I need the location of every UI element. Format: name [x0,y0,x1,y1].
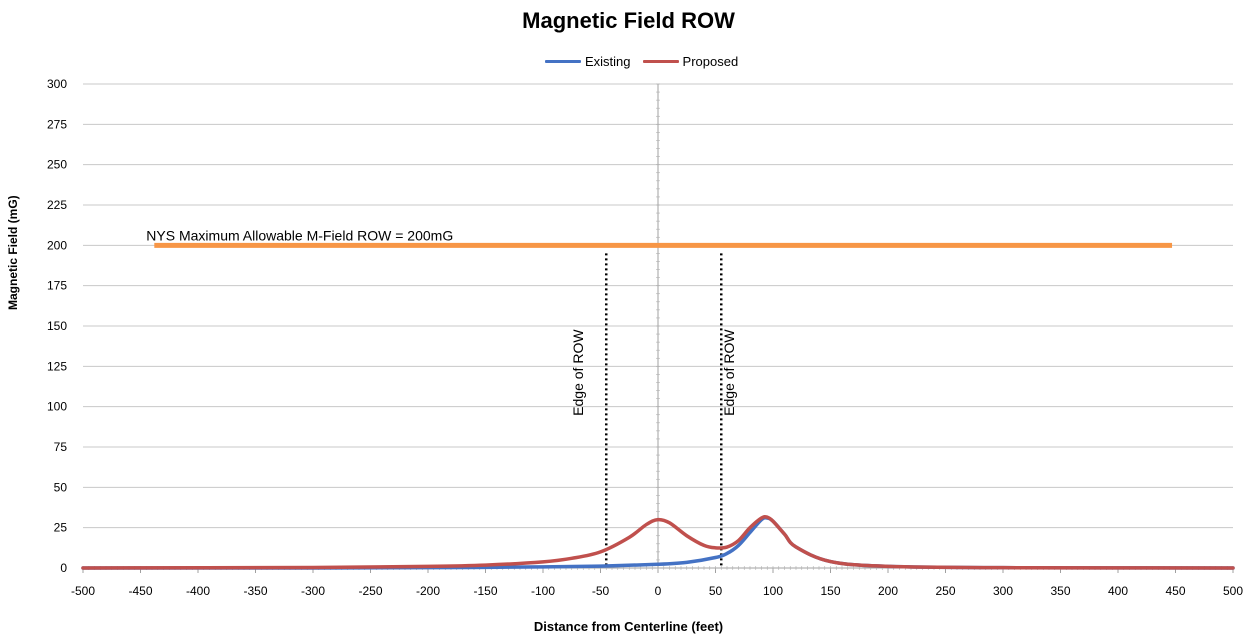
legend-label-existing: Existing [585,54,631,69]
row-edge-right-label: Edge of ROW [721,329,737,416]
y-tick-label: 25 [54,521,68,535]
x-tick-label: -100 [531,584,555,598]
legend-swatch-proposed [642,60,679,63]
x-tick-label: -250 [358,584,382,598]
series-line-proposed [81,514,1235,570]
legend-swatch-existing [545,60,581,63]
legend-item-proposed: Proposed [642,54,739,69]
y-tick-label: 300 [47,77,67,91]
legend-item-existing: Existing [545,54,631,69]
x-tick-label: -450 [128,584,152,598]
limit-line-label: NYS Maximum Allowable M-Field ROW = 200m… [146,227,453,243]
x-tick-label: -500 [71,584,95,598]
x-tick-label: 500 [1223,584,1243,598]
x-tick-label: 300 [993,584,1013,598]
x-tick-label: 0 [655,584,662,598]
x-tick-label: 450 [1165,584,1185,598]
x-tick-label: 200 [878,584,898,598]
y-tick-label: 50 [54,480,68,494]
y-tick-label: 150 [47,319,67,333]
x-tick-label: 150 [820,584,840,598]
x-tick-label: 50 [709,584,723,598]
x-tick-label: -350 [243,584,267,598]
x-tick-label: 100 [763,584,783,598]
y-tick-label: 75 [54,440,68,454]
y-tick-label: 125 [47,359,67,373]
y-tick-label: 175 [47,279,67,293]
y-tick-label: 250 [47,158,67,172]
y-tick-label: 225 [47,198,67,212]
x-tick-label: -400 [186,584,210,598]
x-tick-label: -300 [301,584,325,598]
row-edge-left-label: Edge of ROW [570,329,586,416]
chart-title: Magnetic Field ROW [522,8,735,33]
y-tick-label: 275 [47,117,67,131]
legend-label-proposed: Proposed [682,54,739,69]
x-tick-label: 250 [935,584,955,598]
x-tick-label: 350 [1050,584,1070,598]
y-tick-label: 100 [47,400,67,414]
x-axis-label: Distance from Centerline (feet) [533,619,724,634]
y-tick-label: 0 [60,561,67,575]
y-tick-label: 200 [47,238,67,252]
legend: Existing Proposed [545,54,750,69]
x-tick-label: -200 [416,584,440,598]
x-tick-label: -50 [592,584,610,598]
x-tick-label: -150 [473,584,497,598]
x-tick-label: 400 [1108,584,1128,598]
